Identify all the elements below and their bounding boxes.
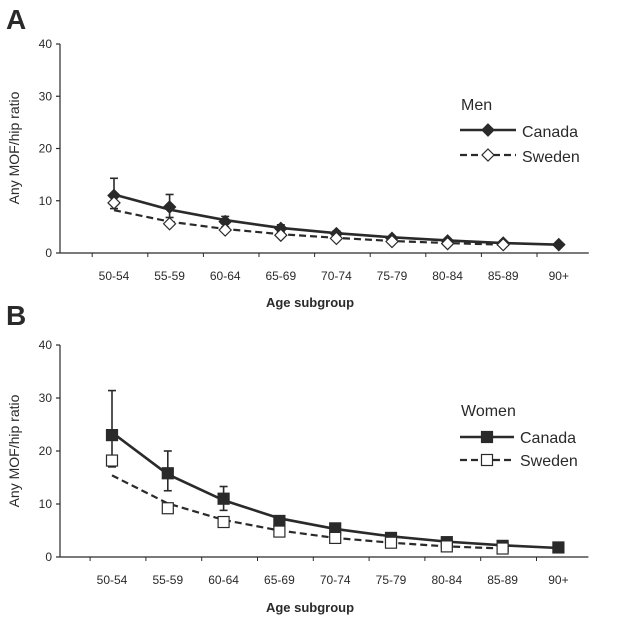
data-point-sweden — [384, 536, 398, 549]
data-point-sweden — [218, 223, 233, 237]
y-tick-label: 20 — [39, 142, 53, 156]
legend-entry-canada-b: Canada — [520, 430, 576, 447]
x-tick-label: 60-64 — [208, 573, 239, 587]
legend-b: Women Canada Sweden — [460, 403, 578, 470]
y-tick-label: 20 — [39, 444, 53, 458]
data-point-sweden — [273, 525, 286, 538]
x-axis-label-b: Age subgroup — [266, 600, 354, 615]
axes-a: 0 10 20 30 40 50-54 55-59 60-64 65-69 70-74 75-79 8… — [39, 37, 589, 283]
x-tick-label: 60-64 — [210, 269, 241, 283]
legend-title-a: Men — [461, 97, 492, 114]
x-tick-label: 85-89 — [487, 573, 518, 587]
x-tick-label: 50-54 — [99, 269, 130, 283]
data-point-sweden — [440, 540, 453, 553]
x-tick-label: 75-79 — [376, 573, 407, 587]
series-line-sweden — [111, 474, 503, 550]
data-point-sweden — [440, 236, 455, 251]
x-tick-label: 85-89 — [488, 269, 519, 283]
x-tick-label: 65-69 — [264, 573, 295, 587]
x-tick-label: 65-69 — [265, 269, 296, 283]
y-tick-label: 0 — [45, 246, 52, 260]
data-point-sweden — [385, 234, 399, 249]
x-tick-label: 55-59 — [152, 573, 183, 587]
y-tick-label: 10 — [39, 194, 53, 208]
legend-marker-canada — [481, 123, 495, 137]
x-tick-label: 70-74 — [321, 269, 352, 283]
data-point-sweden — [105, 454, 119, 467]
legend-title-b: Women — [461, 403, 516, 420]
data-point-canada — [273, 514, 286, 528]
data-point-canada — [162, 200, 177, 214]
panel-a: A Any MOF/hip ratio Age subgroup 0 10 20 30… — [6, 4, 589, 310]
legend-marker-sweden — [480, 453, 494, 467]
data-point-sweden — [329, 531, 342, 545]
y-tick-label: 30 — [39, 391, 53, 405]
legend-entry-sweden-a: Sweden — [522, 149, 580, 166]
data-point-sweden — [329, 231, 344, 246]
data-point-sweden — [496, 542, 509, 555]
x-tick-label: 80-84 — [431, 573, 462, 587]
y-tick-label: 30 — [39, 89, 53, 103]
legend-a: Men Canada Sweden — [460, 97, 580, 166]
panel-letter-a: A — [6, 4, 26, 35]
data-point-sweden — [496, 237, 511, 252]
data-point-canada — [551, 237, 566, 252]
legend-entry-sweden-b: Sweden — [520, 453, 578, 470]
data-point-canada — [161, 467, 174, 480]
data-point-canada — [552, 541, 565, 554]
legend-marker-sweden — [481, 148, 495, 162]
data-point-canada — [105, 429, 119, 442]
x-tick-label: 75-79 — [377, 269, 408, 283]
legend-entry-canada-a: Canada — [522, 124, 578, 141]
x-tick-label: 55-59 — [154, 269, 185, 283]
y-tick-label: 10 — [39, 497, 53, 511]
y-tick-label: 40 — [39, 338, 53, 352]
data-point-sweden — [217, 515, 230, 529]
x-tick-label: 70-74 — [320, 573, 351, 587]
y-tick-label: 0 — [45, 550, 52, 564]
series-line-sweden — [113, 209, 504, 246]
panel-letter-b: B — [6, 300, 26, 331]
data-point-sweden — [161, 502, 174, 515]
legend-marker-canada — [480, 430, 494, 444]
axes-b: 0 10 20 30 40 50-54 55-59 60-64 65-69 70-74 75-79 8… — [39, 338, 589, 587]
x-tick-label: 90+ — [548, 573, 568, 587]
data-point-sweden — [162, 216, 177, 231]
y-axis-label-a: Any MOF/hip ratio — [6, 91, 22, 204]
x-tick-label: 80-84 — [432, 269, 463, 283]
panel-b: B Any MOF/hip ratio Age subgroup 0 10 20 30… — [6, 300, 589, 615]
marks-b — [105, 389, 565, 555]
y-axis-label-b: Any MOF/hip ratio — [6, 394, 22, 507]
y-tick-label: 40 — [39, 37, 53, 51]
x-axis-label-a: Age subgroup — [266, 295, 354, 310]
x-tick-label: 90+ — [549, 269, 569, 283]
data-point-sweden — [107, 195, 121, 210]
x-tick-label: 50-54 — [97, 573, 128, 587]
data-point-canada — [217, 492, 230, 505]
marks-a — [107, 177, 566, 252]
data-point-sweden — [273, 228, 288, 243]
